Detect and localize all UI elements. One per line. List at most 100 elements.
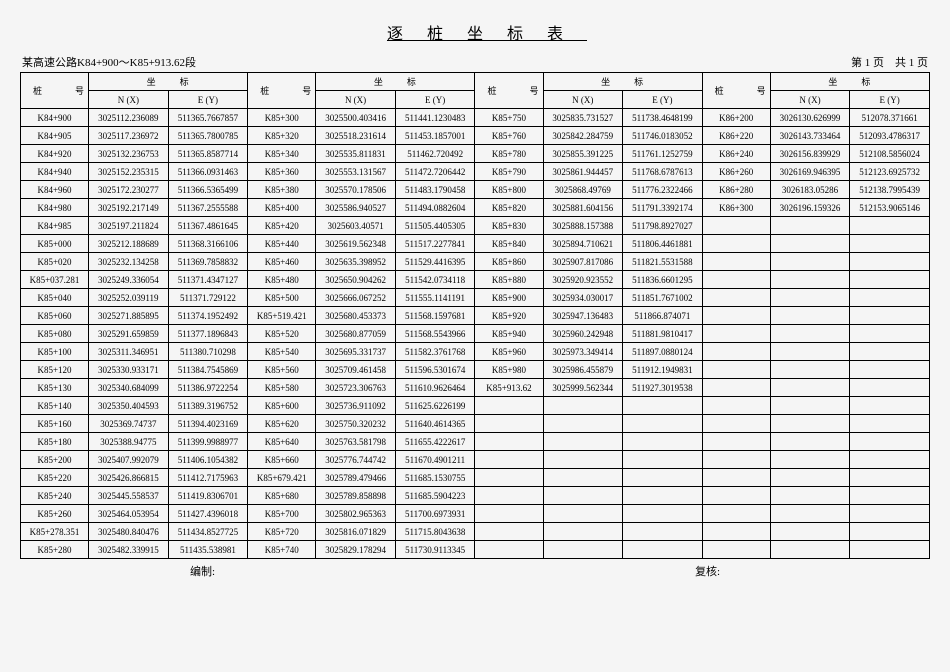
cell-nx: [770, 541, 850, 559]
cell-nx: 3025947.136483: [543, 307, 623, 325]
cell-pile: K84+980: [21, 199, 89, 217]
cell-ey: 512078.371661: [850, 109, 930, 127]
table-row: K85+1403025350.404593511389.3196752K85+6…: [21, 397, 930, 415]
cell-ey: 511685.1530755: [395, 469, 475, 487]
cell-nx: 3025650.904262: [316, 271, 396, 289]
cell-pile: [702, 523, 770, 541]
col-coord-1: 坐标: [316, 73, 475, 91]
cell-ey: 511367.4861645: [168, 217, 248, 235]
cell-pile: K85+840: [475, 235, 543, 253]
cell-nx: 3025816.071829: [316, 523, 396, 541]
cell-nx: 3025570.178506: [316, 181, 396, 199]
cell-pile: K85+500: [248, 289, 316, 307]
cell-nx: 3025709.461458: [316, 361, 396, 379]
cell-pile: K85+180: [21, 433, 89, 451]
cell-nx: 3025252.039119: [89, 289, 169, 307]
cell-pile: K85+900: [475, 289, 543, 307]
cell-nx: 3025723.306763: [316, 379, 396, 397]
cell-pile: K84+905: [21, 127, 89, 145]
cell-pile: K85+120: [21, 361, 89, 379]
cell-nx: 3025680.877059: [316, 325, 396, 343]
table-body: K84+9003025112.236089511365.7667857K85+3…: [21, 109, 930, 559]
cell-pile: K85+720: [248, 523, 316, 541]
cell-ey: 511897.0880124: [623, 343, 703, 361]
cell-nx: [770, 289, 850, 307]
table-row: K84+9053025117.236972511365.7800785K85+3…: [21, 127, 930, 145]
cell-nx: 3026196.159326: [770, 199, 850, 217]
cell-nx: 3025960.242948: [543, 325, 623, 343]
document-title: 逐桩坐标表: [20, 20, 930, 44]
table-row: K85+2603025464.053954511427.4396018K85+7…: [21, 505, 930, 523]
cell-nx: 3025464.053954: [89, 505, 169, 523]
cell-nx: 3025271.885895: [89, 307, 169, 325]
cell-ey: 511768.6787613: [623, 163, 703, 181]
table-row: K85+0203025232.134258511369.7858832K85+4…: [21, 253, 930, 271]
cell-ey: 511365.7800785: [168, 127, 248, 145]
cell-pile: K85+020: [21, 253, 89, 271]
cell-pile: [702, 433, 770, 451]
cell-ey: 511582.3761768: [395, 343, 475, 361]
cell-nx: 3025586.940527: [316, 199, 396, 217]
cell-nx: 3025232.134258: [89, 253, 169, 271]
cell-ey: [623, 505, 703, 523]
cell-ey: 511555.1141191: [395, 289, 475, 307]
cell-nx: 3025500.403416: [316, 109, 396, 127]
cell-ey: 512093.4786317: [850, 127, 930, 145]
cell-pile: K84+985: [21, 217, 89, 235]
cell-pile: K85+660: [248, 451, 316, 469]
cell-ey: [850, 397, 930, 415]
table-row: K84+9203025132.236753511365.8587714K85+3…: [21, 145, 930, 163]
cell-nx: 3025535.811831: [316, 145, 396, 163]
cell-pile: K85+300: [248, 109, 316, 127]
cell-nx: 3025861.944457: [543, 163, 623, 181]
coordinate-table: 桩 号 坐标 桩 号 坐标 桩 号 坐标 桩 号 坐标 N (X) E (Y) …: [20, 72, 930, 559]
cell-nx: [770, 217, 850, 235]
cell-ey: 511927.3019538: [623, 379, 703, 397]
cell-ey: 511374.1952492: [168, 307, 248, 325]
cell-ey: 511529.4416395: [395, 253, 475, 271]
cell-ey: 511389.3196752: [168, 397, 248, 415]
cell-ey: 511912.1949831: [623, 361, 703, 379]
cell-pile: K85+220: [21, 469, 89, 487]
cell-ey: [623, 397, 703, 415]
cell-nx: [770, 235, 850, 253]
table-row: K85+1803025388.94775511399.9988977K85+64…: [21, 433, 930, 451]
cell-pile: K85+760: [475, 127, 543, 145]
cell-ey: [850, 451, 930, 469]
cell-nx: [543, 433, 623, 451]
cell-pile: K85+280: [21, 541, 89, 559]
cell-nx: 3025132.236753: [89, 145, 169, 163]
cell-ey: 511542.0734118: [395, 271, 475, 289]
cell-nx: 3026156.839929: [770, 145, 850, 163]
cell-ey: [850, 379, 930, 397]
cell-ey: 511640.4614365: [395, 415, 475, 433]
cell-nx: 3025330.933171: [89, 361, 169, 379]
cell-nx: [543, 397, 623, 415]
col-pile-2: 桩 号: [475, 73, 543, 109]
cell-ey: 511670.4901211: [395, 451, 475, 469]
cell-ey: 511655.4222617: [395, 433, 475, 451]
cell-ey: 511384.7545869: [168, 361, 248, 379]
cell-ey: [623, 415, 703, 433]
cell-ey: 511366.0931463: [168, 163, 248, 181]
cell-nx: 3025407.992079: [89, 451, 169, 469]
cell-nx: 3025736.911092: [316, 397, 396, 415]
cell-pile: K85+037.281: [21, 271, 89, 289]
cell-ey: [850, 289, 930, 307]
cell-ey: 511866.874071: [623, 307, 703, 325]
cell-nx: 3025350.404593: [89, 397, 169, 415]
col-pile-1: 桩 号: [248, 73, 316, 109]
cell-nx: 3025855.391225: [543, 145, 623, 163]
cell-pile: K84+940: [21, 163, 89, 181]
cell-nx: [543, 523, 623, 541]
table-row: K85+2803025482.339915511435.538981K85+74…: [21, 541, 930, 559]
cell-pile: K85+060: [21, 307, 89, 325]
cell-nx: 3025934.030017: [543, 289, 623, 307]
cell-pile: K85+519.421: [248, 307, 316, 325]
cell-pile: K85+580: [248, 379, 316, 397]
cell-pile: K85+480: [248, 271, 316, 289]
cell-ey: [850, 523, 930, 541]
cell-pile: [702, 271, 770, 289]
cell-ey: 512108.5856024: [850, 145, 930, 163]
cell-pile: K85+800: [475, 181, 543, 199]
